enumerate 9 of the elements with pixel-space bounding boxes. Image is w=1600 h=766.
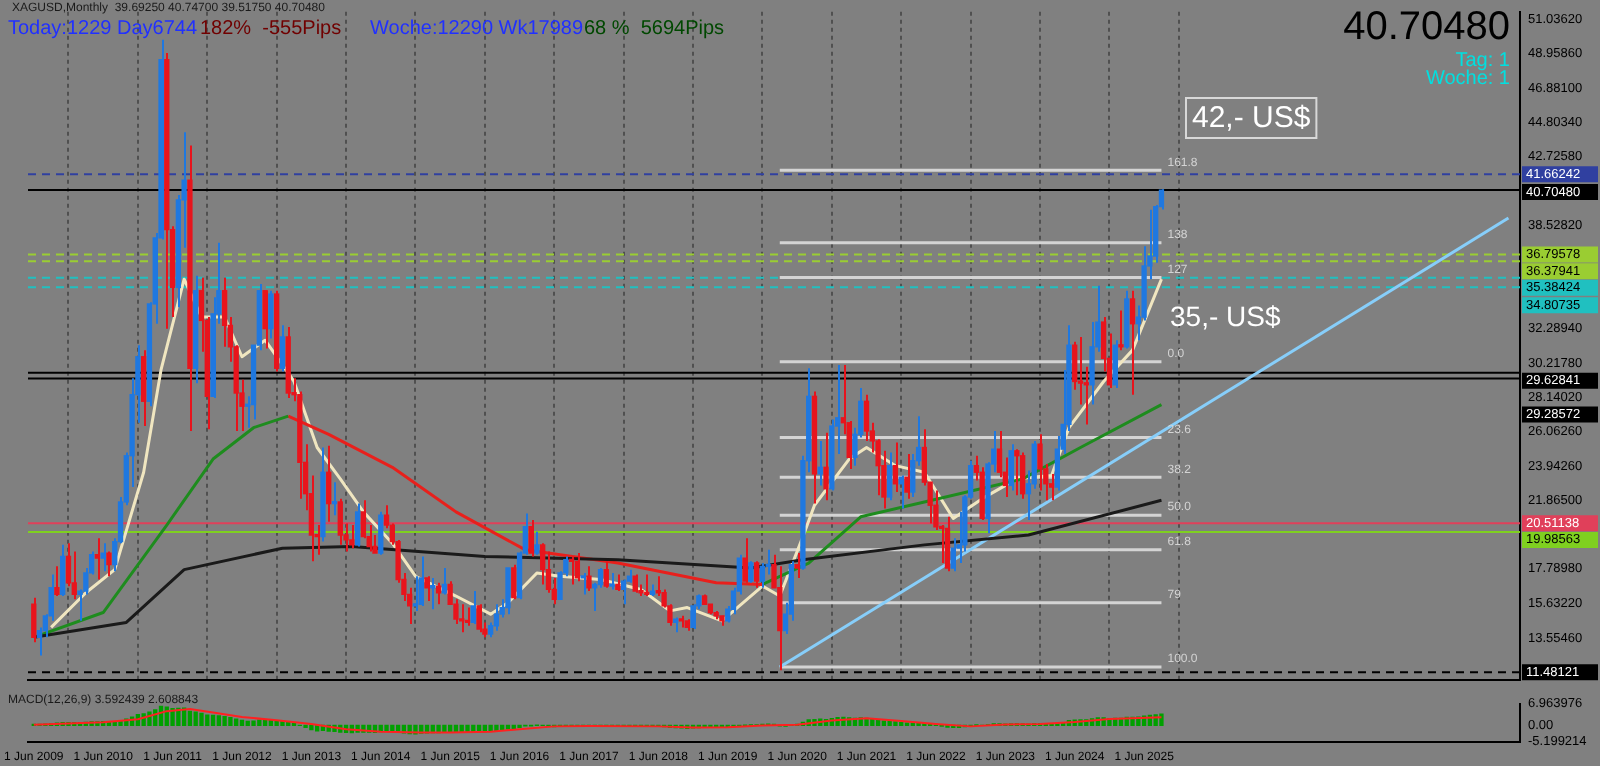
annotation: Woche: 1 [1425,67,1511,90]
annotation: Woche:12290 Wk17989 [370,17,584,40]
annotation: 35,- US$ [1170,299,1281,332]
annotation: 42,- US$ [1192,101,1312,136]
annotation: 68 % 5694Pips [584,17,725,40]
annotation: Tag: 1 [1455,49,1511,72]
annotation: Today:1229 Day6744 [8,17,198,40]
annotation: 182% -555Pips [200,17,342,40]
annotation: 40.70480 [1343,5,1510,50]
